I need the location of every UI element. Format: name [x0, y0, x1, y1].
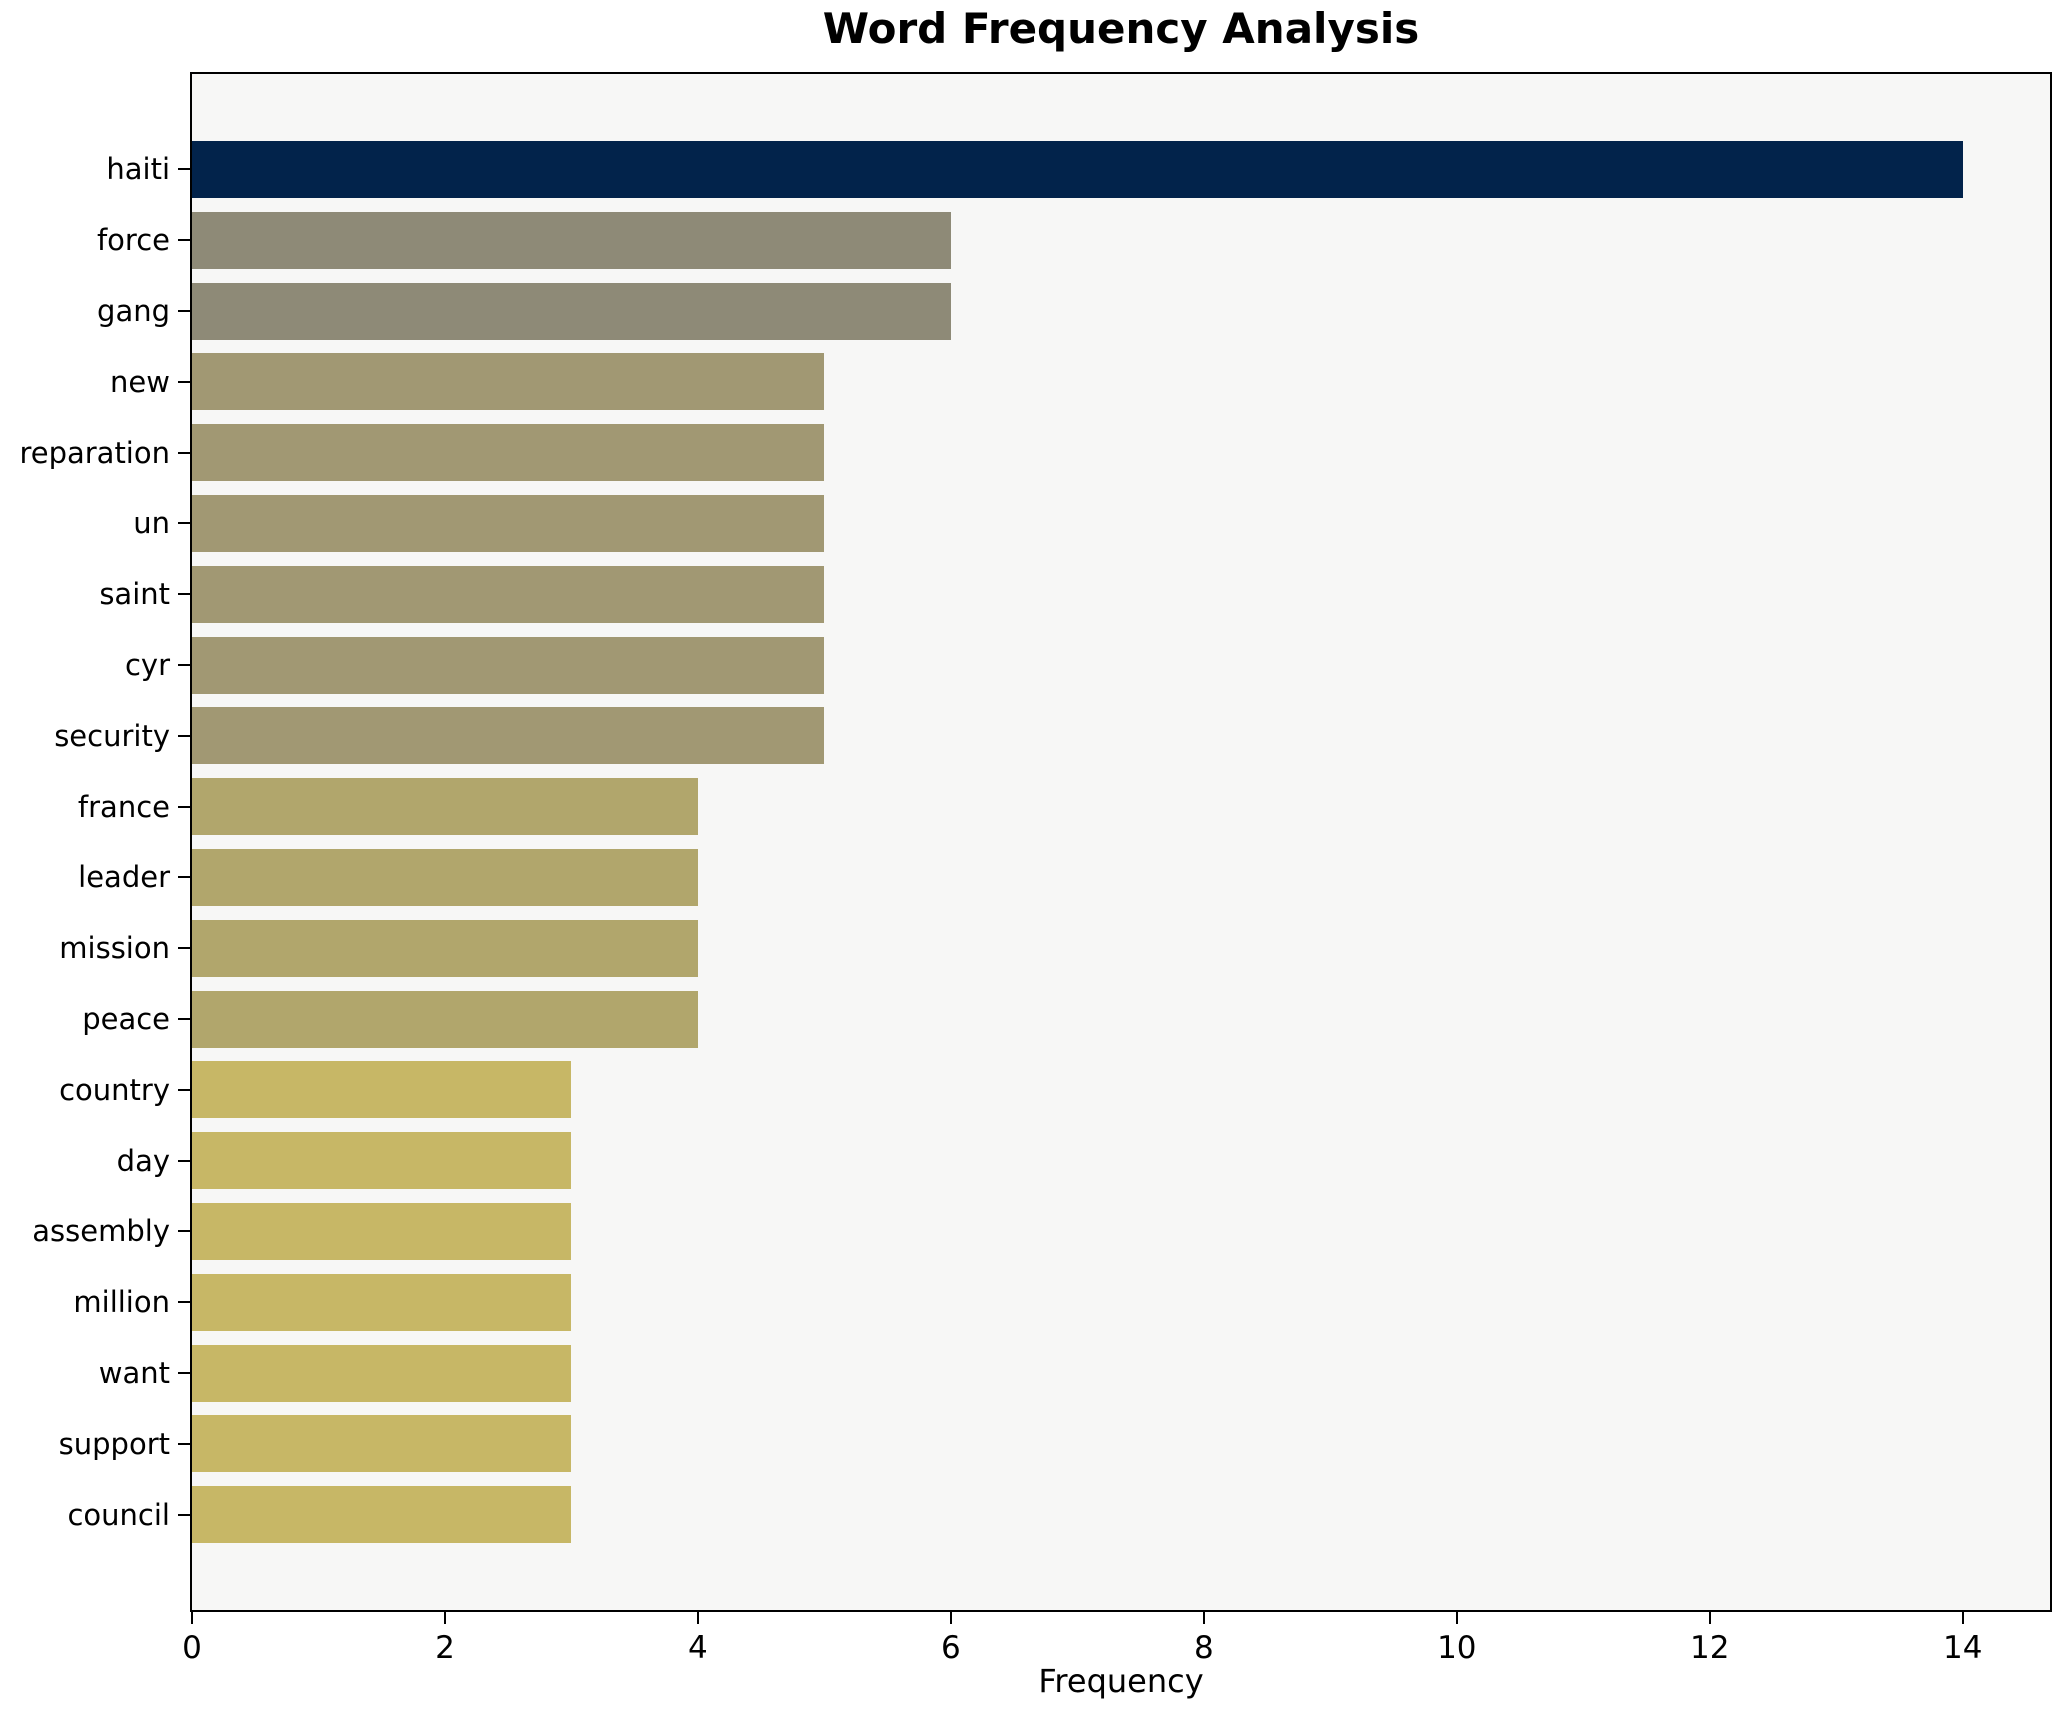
frequency-bar	[192, 353, 825, 411]
x-tick-label: 8	[1193, 1630, 1214, 1666]
frequency-bar	[192, 1061, 572, 1119]
y-tick-mark	[178, 1372, 190, 1374]
frequency-bar	[192, 1273, 572, 1331]
y-tick-label: un	[133, 506, 170, 541]
y-tick-mark	[178, 664, 190, 666]
x-tick-label: 0	[182, 1630, 202, 1666]
y-tick-mark	[178, 522, 190, 525]
y-tick-label: force	[96, 223, 170, 258]
y-tick-label: council	[67, 1497, 170, 1532]
y-tick-label: million	[73, 1285, 170, 1320]
x-tick-label: 12	[1690, 1630, 1730, 1666]
y-tick-mark	[178, 947, 190, 950]
y-tick-label: peace	[82, 1002, 170, 1036]
frequency-bar	[192, 565, 825, 623]
y-tick-label: want	[98, 1356, 170, 1390]
frequency-bar	[192, 778, 698, 836]
frequency-bar	[192, 1202, 572, 1260]
x-tick-label: 6	[941, 1630, 961, 1666]
y-tick-mark	[178, 1301, 190, 1304]
y-tick-mark	[178, 310, 190, 312]
frequency-bar	[192, 636, 825, 694]
frequency-bar	[192, 211, 951, 269]
frequency-bar	[192, 707, 825, 765]
frequency-bar	[192, 424, 825, 482]
y-tick-mark	[178, 239, 190, 242]
frequency-bar	[192, 1415, 572, 1473]
x-tick-mark	[696, 1612, 699, 1624]
y-tick-mark	[178, 1088, 190, 1091]
y-tick-label: day	[116, 1143, 170, 1178]
y-tick-label: france	[77, 789, 170, 824]
y-tick-mark	[178, 1018, 190, 1020]
x-tick-mark	[949, 1612, 952, 1624]
x-axis-label: Frequency	[1038, 1662, 1204, 1700]
frequency-bar	[192, 1132, 572, 1190]
y-tick-mark	[178, 1513, 190, 1516]
chart-title: Word Frequency Analysis	[822, 4, 1420, 53]
y-tick-mark	[178, 380, 190, 383]
x-tick-mark	[191, 1612, 193, 1624]
frequency-bar	[192, 1486, 572, 1544]
frequency-bar	[192, 494, 825, 552]
y-tick-label: haiti	[106, 152, 170, 187]
y-tick-label: saint	[99, 577, 170, 612]
y-tick-mark	[178, 734, 190, 737]
y-tick-mark	[178, 876, 190, 879]
x-tick-mark	[1708, 1612, 1711, 1624]
x-tick-mark	[1961, 1612, 1964, 1624]
y-tick-label: mission	[59, 931, 170, 966]
y-tick-label: gang	[97, 294, 170, 328]
frequency-bar	[192, 848, 698, 906]
y-tick-mark	[178, 1230, 190, 1233]
y-tick-mark	[178, 805, 190, 808]
x-tick-label: 10	[1437, 1630, 1477, 1666]
frequency-bar	[192, 140, 1963, 198]
x-tick-mark	[443, 1612, 446, 1624]
x-tick-mark	[1455, 1612, 1458, 1624]
x-tick-label: 4	[688, 1630, 708, 1666]
y-tick-label: reparation	[19, 435, 170, 470]
x-tick-label: 2	[435, 1630, 455, 1666]
frequency-bar	[192, 919, 698, 977]
y-tick-label: security	[54, 718, 170, 753]
y-tick-label: country	[59, 1072, 170, 1107]
y-tick-mark	[178, 451, 190, 454]
y-tick-mark	[178, 1442, 190, 1445]
y-tick-mark	[178, 593, 190, 596]
frequency-bar	[192, 990, 698, 1048]
frequency-bar	[192, 1344, 572, 1402]
y-tick-label: cyr	[124, 648, 170, 682]
y-tick-label: leader	[78, 860, 170, 895]
y-tick-mark	[178, 1159, 190, 1162]
y-tick-label: assembly	[32, 1214, 170, 1249]
y-tick-label: support	[58, 1426, 170, 1461]
x-tick-mark	[1202, 1612, 1205, 1624]
x-tick-label: 14	[1942, 1630, 1983, 1666]
y-tick-label: new	[110, 364, 170, 399]
y-tick-mark	[178, 168, 190, 171]
frequency-bar	[192, 282, 951, 340]
